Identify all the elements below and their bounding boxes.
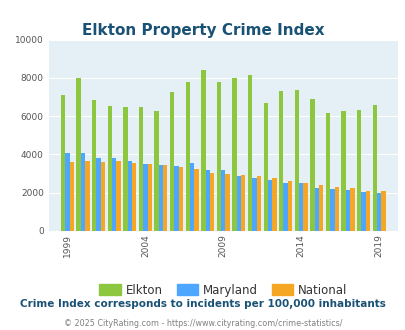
Bar <box>163 165 167 231</box>
Bar <box>283 183 287 231</box>
Bar <box>174 166 178 231</box>
Bar <box>334 186 338 231</box>
Bar <box>241 175 245 231</box>
Bar <box>325 113 329 231</box>
Bar <box>132 163 136 231</box>
Bar <box>345 190 350 231</box>
Bar <box>190 163 194 231</box>
Bar <box>194 169 198 231</box>
Bar <box>309 99 314 231</box>
Bar <box>356 110 360 231</box>
Bar <box>263 103 267 231</box>
Bar <box>298 183 303 231</box>
Text: Crime Index corresponds to incidents per 100,000 inhabitants: Crime Index corresponds to incidents per… <box>20 299 385 309</box>
Bar <box>107 106 112 231</box>
Bar <box>294 90 298 231</box>
Bar <box>139 107 143 231</box>
Bar <box>112 158 116 231</box>
Bar <box>100 162 105 231</box>
Bar <box>267 181 272 231</box>
Bar <box>376 193 380 231</box>
Bar <box>252 178 256 231</box>
Bar <box>147 164 151 231</box>
Bar <box>209 173 214 231</box>
Text: © 2025 CityRating.com - https://www.cityrating.com/crime-statistics/: © 2025 CityRating.com - https://www.city… <box>64 319 341 328</box>
Bar <box>329 188 334 231</box>
Bar <box>76 78 81 231</box>
Bar <box>372 106 376 231</box>
Bar <box>69 162 74 231</box>
Legend: Elkton, Maryland, National: Elkton, Maryland, National <box>94 279 351 302</box>
Bar <box>256 177 260 231</box>
Bar <box>170 92 174 231</box>
Bar <box>278 90 283 231</box>
Bar <box>314 188 318 231</box>
Bar <box>185 82 190 231</box>
Bar <box>178 167 183 231</box>
Bar <box>225 174 229 231</box>
Text: Elkton Property Crime Index: Elkton Property Crime Index <box>81 23 324 38</box>
Bar <box>221 170 225 231</box>
Bar <box>272 178 276 231</box>
Bar <box>200 70 205 231</box>
Bar <box>85 161 90 231</box>
Bar <box>303 183 307 231</box>
Bar <box>81 153 85 231</box>
Bar <box>127 161 132 231</box>
Bar <box>247 75 252 231</box>
Bar <box>205 170 209 231</box>
Bar <box>232 78 236 231</box>
Bar <box>216 82 221 231</box>
Bar <box>154 111 158 231</box>
Bar <box>61 95 65 231</box>
Bar <box>350 188 354 231</box>
Bar <box>318 185 322 231</box>
Bar <box>236 176 241 231</box>
Bar <box>92 100 96 231</box>
Bar <box>143 164 147 231</box>
Bar <box>341 111 345 231</box>
Bar <box>123 107 127 231</box>
Bar <box>380 191 385 231</box>
Bar <box>65 153 69 231</box>
Bar <box>96 158 100 231</box>
Bar <box>116 161 120 231</box>
Bar <box>287 182 292 231</box>
Bar <box>365 191 369 231</box>
Bar <box>158 165 163 231</box>
Bar <box>360 192 365 231</box>
